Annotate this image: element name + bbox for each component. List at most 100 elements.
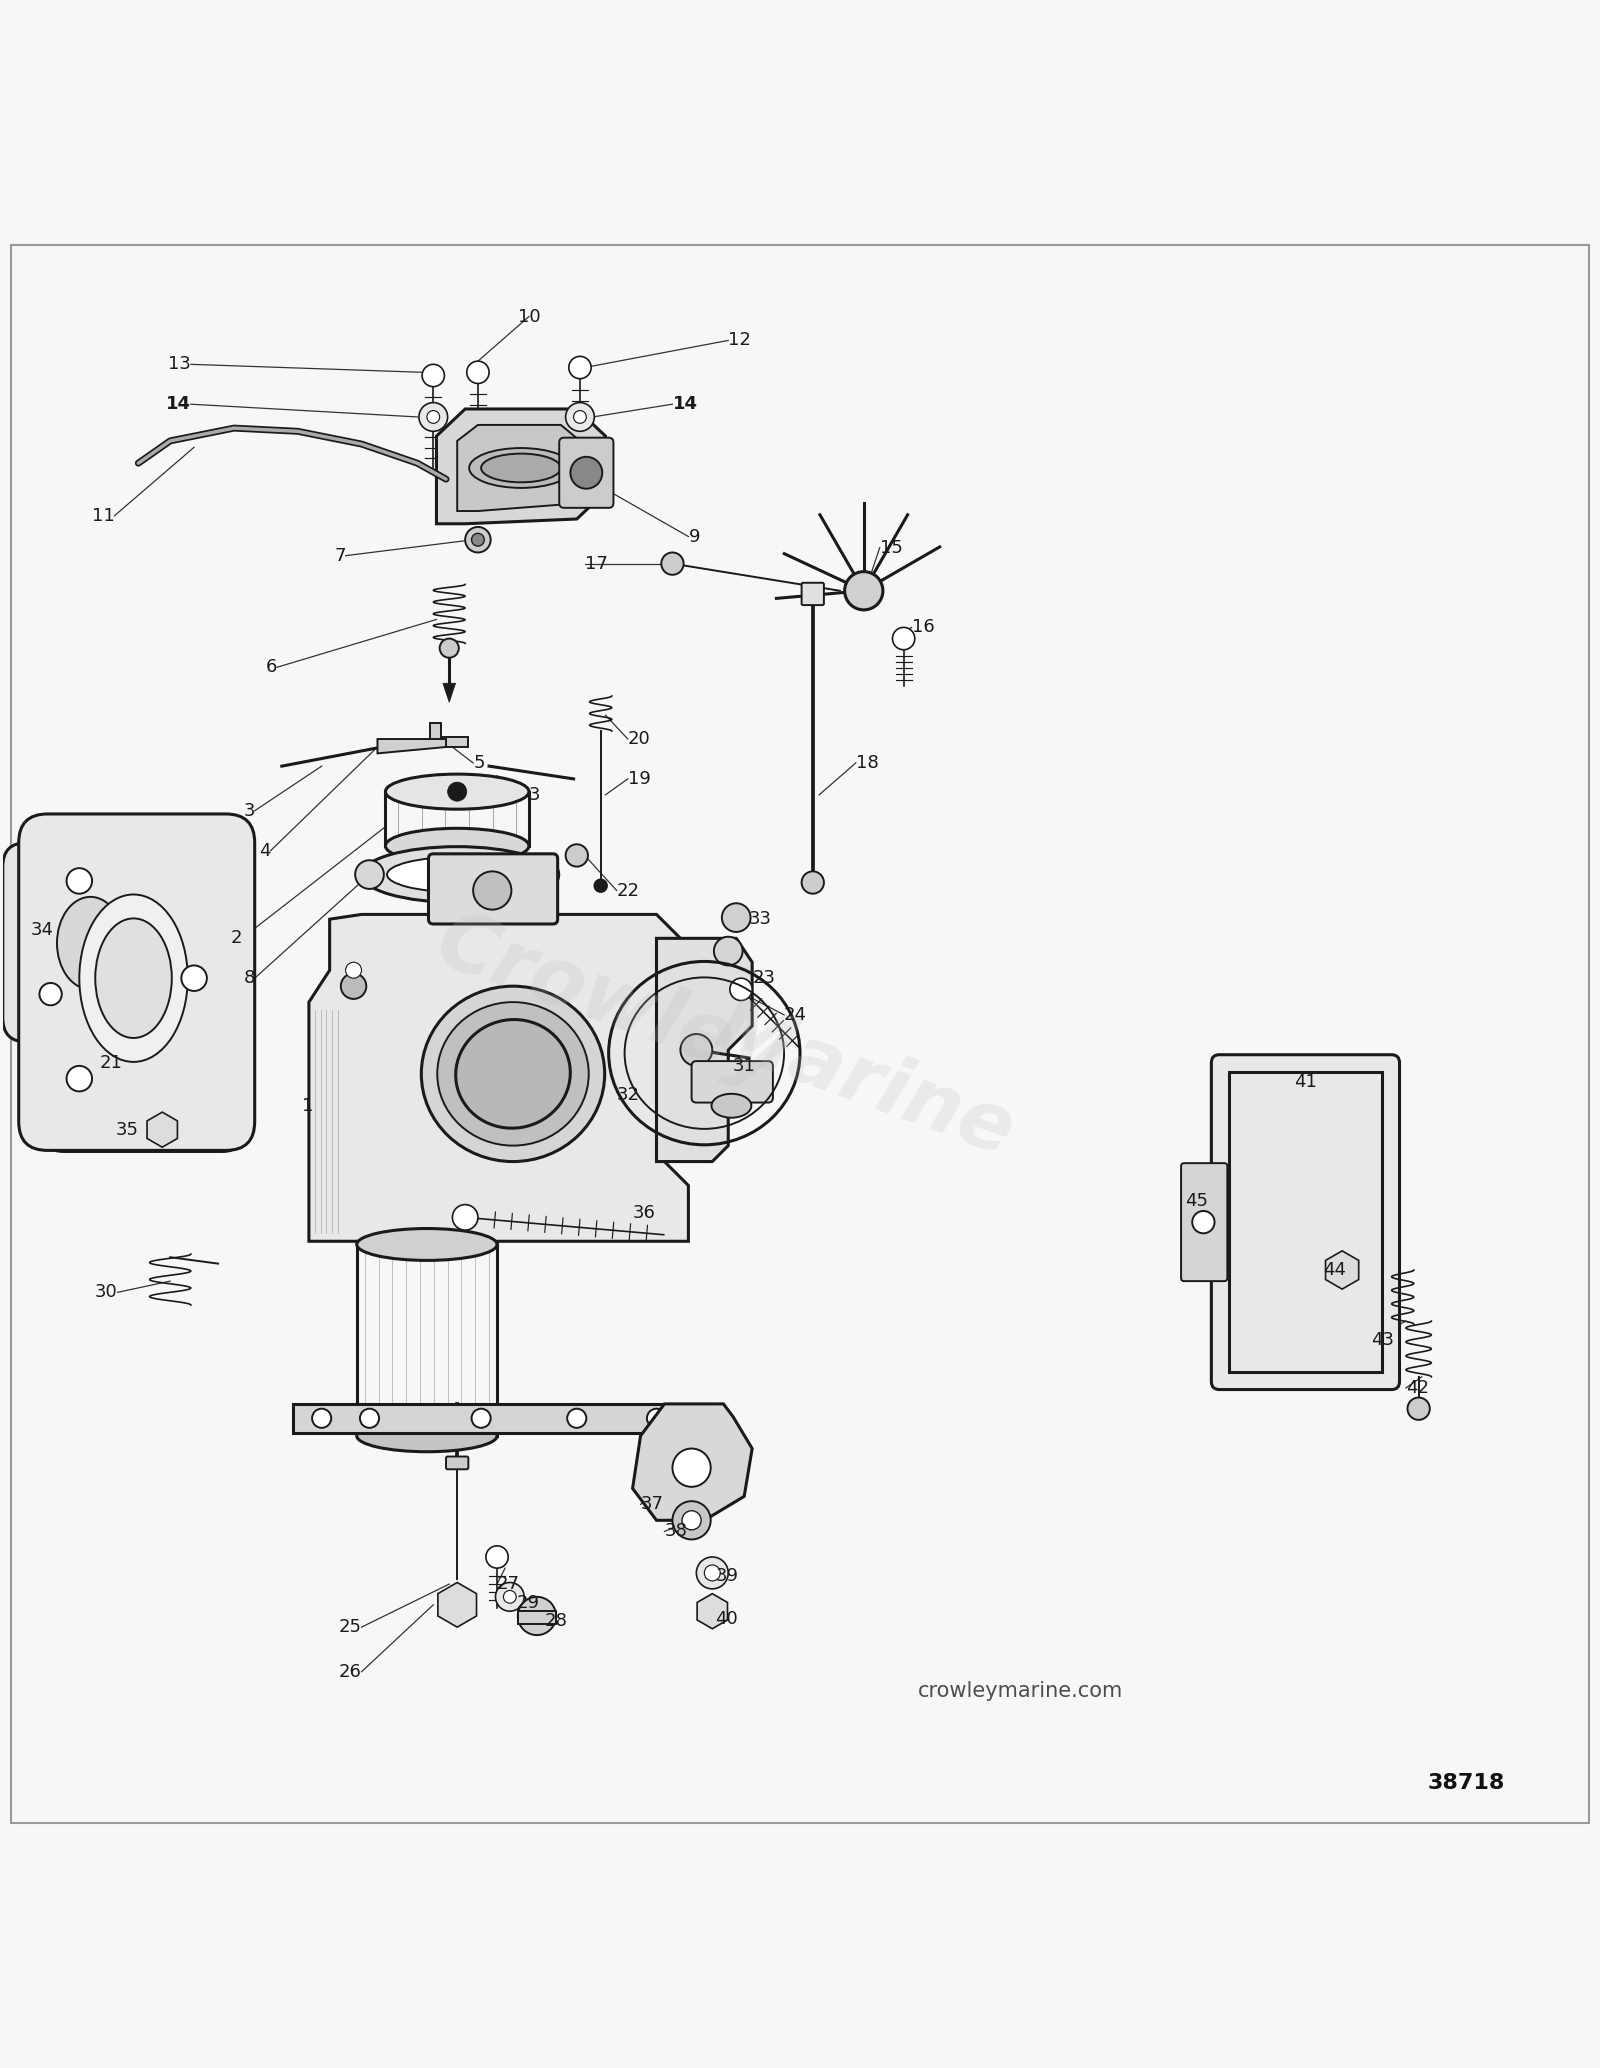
- Circle shape: [570, 457, 602, 488]
- Text: 33: 33: [749, 910, 771, 929]
- Circle shape: [1408, 1398, 1430, 1421]
- Circle shape: [672, 1448, 710, 1487]
- Ellipse shape: [456, 1020, 570, 1129]
- Circle shape: [467, 362, 490, 383]
- Text: 45: 45: [1186, 1193, 1208, 1210]
- Ellipse shape: [712, 1094, 752, 1117]
- FancyBboxPatch shape: [560, 438, 613, 509]
- Text: 28: 28: [546, 1611, 568, 1630]
- FancyBboxPatch shape: [19, 815, 254, 1150]
- Circle shape: [594, 879, 606, 891]
- Text: 41: 41: [1294, 1073, 1317, 1090]
- Text: 23: 23: [752, 970, 774, 986]
- Text: 30: 30: [94, 1284, 117, 1301]
- Text: 4: 4: [259, 842, 270, 860]
- Text: 7: 7: [334, 546, 346, 565]
- Circle shape: [802, 871, 824, 893]
- Circle shape: [472, 1408, 491, 1427]
- Text: 14: 14: [672, 395, 698, 414]
- Circle shape: [40, 982, 62, 1005]
- Text: 29: 29: [517, 1594, 539, 1613]
- Text: 42: 42: [1406, 1379, 1429, 1398]
- Circle shape: [472, 534, 485, 546]
- Polygon shape: [147, 1113, 178, 1148]
- Text: 2: 2: [230, 929, 242, 947]
- Text: Crowley: Crowley: [424, 904, 792, 1100]
- Circle shape: [504, 1590, 517, 1603]
- Polygon shape: [443, 682, 456, 703]
- Text: 15: 15: [880, 538, 902, 556]
- Ellipse shape: [469, 449, 573, 488]
- Text: 9: 9: [688, 527, 699, 546]
- Polygon shape: [632, 1404, 752, 1520]
- Text: 26: 26: [339, 1663, 362, 1681]
- Text: 44: 44: [1323, 1261, 1346, 1278]
- Ellipse shape: [482, 453, 562, 482]
- Circle shape: [518, 1596, 557, 1636]
- Text: 1: 1: [302, 1096, 314, 1115]
- Polygon shape: [430, 724, 469, 747]
- Circle shape: [672, 1501, 710, 1539]
- Circle shape: [646, 1408, 666, 1427]
- Text: 16: 16: [912, 618, 934, 637]
- Circle shape: [696, 1557, 728, 1588]
- Text: 24: 24: [784, 1005, 806, 1024]
- Text: 43: 43: [1371, 1332, 1394, 1348]
- Text: 22: 22: [616, 881, 640, 900]
- Circle shape: [531, 860, 560, 889]
- Circle shape: [486, 1545, 509, 1568]
- Circle shape: [419, 403, 448, 432]
- FancyBboxPatch shape: [1211, 1055, 1400, 1390]
- FancyBboxPatch shape: [1181, 1162, 1227, 1282]
- Circle shape: [730, 978, 752, 1001]
- Polygon shape: [378, 738, 446, 753]
- Ellipse shape: [386, 773, 530, 809]
- Text: 31: 31: [733, 1057, 755, 1075]
- Bar: [1229, 1073, 1382, 1371]
- Circle shape: [714, 937, 742, 966]
- Circle shape: [422, 364, 445, 387]
- Polygon shape: [458, 424, 579, 511]
- Circle shape: [661, 552, 683, 575]
- Circle shape: [1333, 1259, 1352, 1280]
- Circle shape: [427, 412, 440, 424]
- Circle shape: [453, 1204, 478, 1230]
- FancyBboxPatch shape: [45, 850, 242, 1152]
- Text: 25: 25: [339, 1617, 362, 1636]
- Circle shape: [360, 1408, 379, 1427]
- Circle shape: [566, 844, 587, 866]
- FancyBboxPatch shape: [429, 854, 558, 924]
- Text: 8: 8: [243, 970, 254, 986]
- Circle shape: [181, 966, 206, 991]
- Polygon shape: [293, 1404, 704, 1433]
- Ellipse shape: [437, 1003, 589, 1146]
- Circle shape: [355, 860, 384, 889]
- Text: 14: 14: [166, 395, 190, 414]
- Text: 32: 32: [616, 1086, 640, 1104]
- FancyBboxPatch shape: [802, 583, 824, 606]
- Ellipse shape: [357, 1228, 498, 1259]
- Text: 6: 6: [266, 658, 277, 676]
- Polygon shape: [656, 939, 752, 1162]
- Ellipse shape: [362, 846, 554, 902]
- Circle shape: [67, 869, 93, 893]
- FancyBboxPatch shape: [3, 842, 170, 1042]
- Circle shape: [566, 403, 594, 432]
- Circle shape: [573, 412, 586, 424]
- Circle shape: [416, 1408, 438, 1431]
- Ellipse shape: [357, 1421, 498, 1452]
- FancyBboxPatch shape: [446, 1456, 469, 1468]
- Ellipse shape: [80, 895, 187, 1061]
- Polygon shape: [698, 1594, 728, 1630]
- Text: 36: 36: [632, 1204, 656, 1222]
- Circle shape: [440, 639, 459, 658]
- Text: 37: 37: [640, 1495, 664, 1514]
- Circle shape: [466, 527, 491, 552]
- Circle shape: [154, 1121, 170, 1137]
- Text: 38718: 38718: [1427, 1774, 1506, 1793]
- Text: 18: 18: [856, 755, 878, 771]
- Circle shape: [680, 1034, 712, 1065]
- Polygon shape: [437, 409, 605, 523]
- Ellipse shape: [421, 986, 605, 1162]
- Text: 11: 11: [91, 507, 114, 525]
